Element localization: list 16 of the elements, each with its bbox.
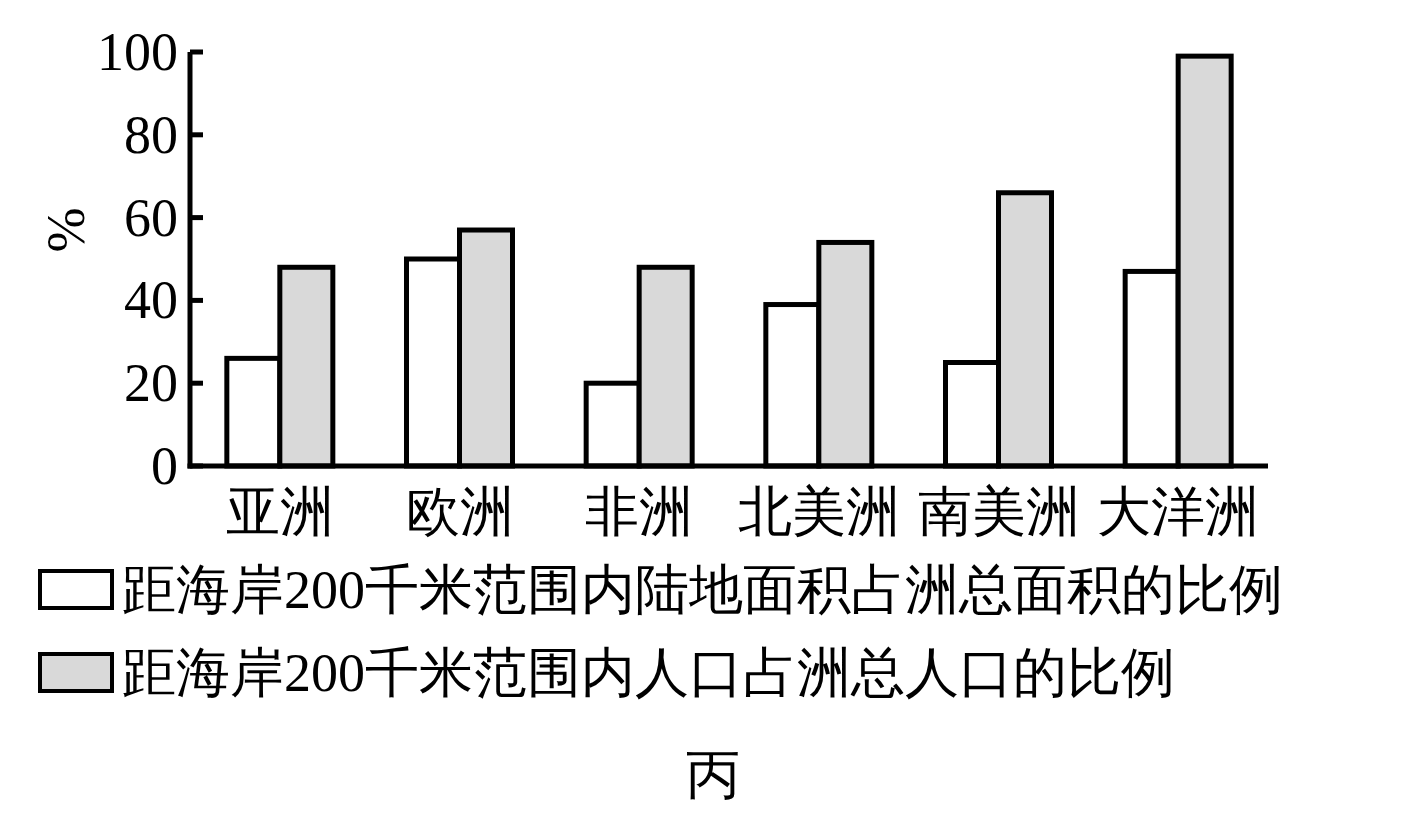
x-tick-label: 大洋洲 [1097, 482, 1260, 542]
y-tick-label: 40 [124, 270, 178, 331]
y-tick-label: 100 [97, 22, 178, 82]
x-tick-label: 南美洲 [917, 482, 1080, 542]
y-axis-title: % [36, 207, 96, 253]
x-tick-label: 亚洲 [225, 482, 334, 542]
y-tick-label: 20 [124, 353, 178, 414]
y-tick-label: 80 [124, 104, 178, 165]
legend-label: 距海岸200千米范围内人口占洲总人口的比例 [122, 643, 1175, 703]
x-tick-label: 欧洲 [405, 482, 514, 542]
y-tick-label: 60 [124, 187, 178, 248]
x-tick-label: 北美洲 [737, 482, 900, 542]
x-tick-label: 非洲 [585, 482, 694, 542]
text: 丙 [685, 745, 740, 805]
y-tick-label: 0 [151, 436, 178, 496]
legend-label: 距海岸200千米范围内陆地面积占洲总面积的比例 [122, 560, 1283, 620]
